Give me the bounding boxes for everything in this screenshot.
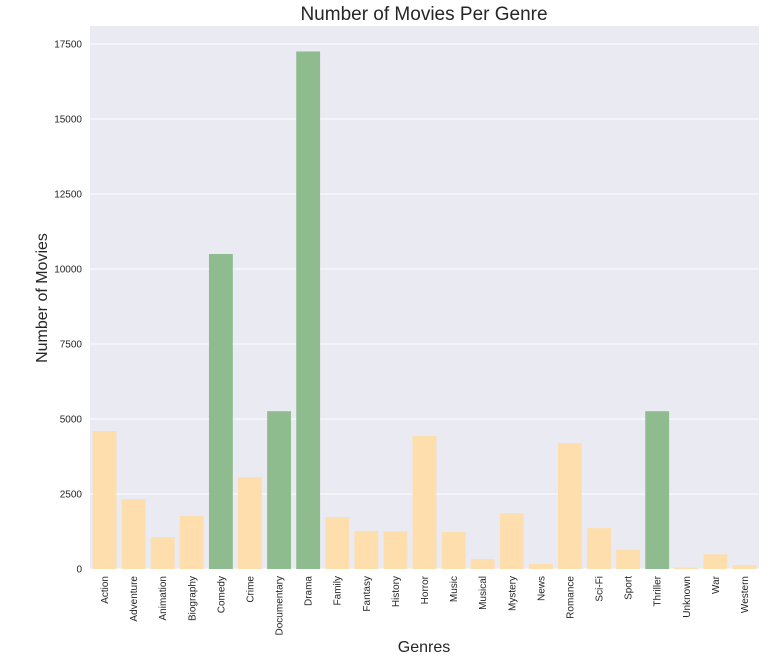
x-tick-label: Music xyxy=(449,576,460,602)
x-tick-label: Biography xyxy=(187,576,198,621)
y-tick-label: 12500 xyxy=(54,190,82,201)
bar-news xyxy=(528,563,553,569)
x-tick-label: Crime xyxy=(245,576,256,603)
x-tick-label: Mystery xyxy=(507,576,518,611)
x-tick-label: Comedy xyxy=(216,576,227,613)
y-tick-label: 10000 xyxy=(54,265,82,276)
y-tick-label: 7500 xyxy=(60,340,83,351)
bar-war xyxy=(703,554,728,569)
x-tick-label: Drama xyxy=(304,576,315,606)
x-axis-label: Genres xyxy=(398,639,450,656)
x-tick-label: Thriller xyxy=(653,575,664,606)
x-tick-label: Action xyxy=(100,576,111,604)
bar-animation xyxy=(150,537,175,569)
x-tick-label: Unknown xyxy=(682,576,693,618)
x-tick-label: Sci-Fi xyxy=(595,576,606,602)
chart-title: Number of Movies Per Genre xyxy=(300,4,547,25)
x-tick-label: Western xyxy=(740,576,751,613)
bar-history xyxy=(383,531,408,569)
x-tick-label: War xyxy=(711,575,722,594)
bar-sport xyxy=(616,549,641,569)
y-tick-label: 15000 xyxy=(54,115,82,126)
x-tick-labels: Action Adventure Animation Biography Comedy C… xyxy=(100,575,751,635)
x-tick-label: Adventure xyxy=(129,576,140,622)
x-tick-label: Animation xyxy=(158,576,169,620)
y-tick-label: 0 xyxy=(76,565,82,576)
x-tick-label: Documentary xyxy=(275,576,286,635)
y-tick-label: 5000 xyxy=(60,415,83,426)
bar-biography xyxy=(179,515,204,569)
bar-family xyxy=(325,517,350,569)
bar-music xyxy=(441,532,466,569)
bars xyxy=(92,51,757,569)
bar-mystery xyxy=(499,513,524,569)
y-tick-label: 17500 xyxy=(54,40,82,51)
y-axis-label: Number of Movies xyxy=(34,233,51,363)
bar-adventure xyxy=(121,499,146,569)
bar-romance xyxy=(558,443,582,569)
bar-drama xyxy=(296,51,321,569)
bar-thriller xyxy=(645,411,670,569)
x-tick-label: News xyxy=(536,576,547,601)
bar-documentary xyxy=(267,411,291,569)
x-tick-label: Romance xyxy=(565,576,576,619)
x-tick-label: Fantasy xyxy=(362,576,373,612)
bar-sci-fi xyxy=(587,528,611,569)
bar-unknown xyxy=(674,567,699,569)
x-tick-label: Horror xyxy=(420,575,431,604)
bar-fantasy xyxy=(354,530,379,569)
x-tick-label: Family xyxy=(333,576,344,605)
bar-musical xyxy=(470,559,495,569)
x-tick-label: History xyxy=(391,576,402,607)
bar-crime xyxy=(238,477,262,569)
x-tick-label: Musical xyxy=(478,576,489,610)
y-tick-label: 2500 xyxy=(60,490,83,501)
y-tick-labels: 0 2500 5000 7500 10000 12500 15000 17500 xyxy=(54,40,82,576)
bar-western xyxy=(732,565,757,569)
bar-horror xyxy=(412,436,437,569)
x-tick-label: Sport xyxy=(624,576,635,600)
bar-action xyxy=(92,431,117,569)
bar-comedy xyxy=(208,254,233,569)
